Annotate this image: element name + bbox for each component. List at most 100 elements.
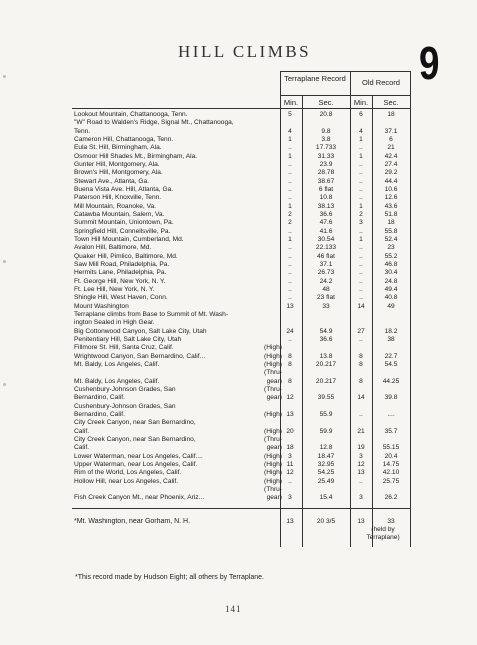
row-old-min: .. bbox=[359, 244, 363, 252]
row-old-min: .. bbox=[359, 269, 363, 277]
row-old-sec: 30.4 bbox=[384, 269, 398, 277]
row-old-sec: 27.4 bbox=[384, 161, 398, 168]
row-terraplane-sec: 28.78 bbox=[317, 169, 335, 177]
row-old-sec: 39.8 bbox=[384, 394, 398, 402]
row-terraplane-min: 1 bbox=[288, 202, 292, 210]
row-terraplane-min: 8 bbox=[288, 360, 292, 368]
row-old-min: .. bbox=[359, 177, 363, 185]
row-old-sec: 38 bbox=[387, 335, 395, 343]
row-name: Lookout Mountain, Chattanooga, Tenn. bbox=[74, 111, 188, 118]
row-terraplane-sec: 38.67 bbox=[317, 177, 335, 185]
row-name: ington Sealed in High Gear. bbox=[74, 319, 155, 327]
row-old-sec: 42.4 bbox=[384, 152, 398, 160]
row-gear: gear) bbox=[266, 494, 282, 502]
row-terraplane-sec: 15.4 bbox=[319, 494, 333, 502]
row-terraplane-sec: 33 bbox=[322, 302, 330, 310]
row-name: "W" Road to Walden's Ridge, Signal Mt., … bbox=[74, 119, 234, 127]
row-old-sec: 18 bbox=[387, 111, 395, 118]
row-name: Catawba Mountain, Salem, Va. bbox=[74, 211, 165, 218]
row-terraplane-sec: 31.33 bbox=[317, 152, 335, 160]
row-terraplane-min: .. bbox=[288, 227, 292, 235]
row-terraplane-sec: 36.6 bbox=[319, 335, 333, 343]
row-name: Bernardino, Calif. bbox=[74, 410, 125, 418]
row-terraplane-min: 12 bbox=[286, 469, 294, 477]
row-terraplane-min: 4 bbox=[288, 127, 292, 135]
row-old-sec: 26.2 bbox=[384, 494, 398, 502]
row-old-min: .. bbox=[359, 477, 363, 485]
row-old-min: 3 bbox=[359, 452, 363, 460]
row-terraplane-min: .. bbox=[288, 177, 292, 185]
row-old-min: .. bbox=[359, 186, 363, 193]
row-gear: (High) bbox=[264, 360, 282, 368]
row-old-sec: 55.8 bbox=[384, 227, 398, 235]
row-terraplane-min: .. bbox=[288, 169, 292, 177]
row-old-min: 1 bbox=[359, 235, 363, 243]
row-old-sec: .... bbox=[387, 410, 395, 418]
row-name: Mt. Baldy, Los Angeles, Calif. bbox=[74, 360, 160, 368]
row-gear: (Thru- bbox=[264, 385, 282, 393]
row-name: Summit Mountain, Uniontown, Pa. bbox=[74, 219, 174, 227]
row-name: Big Cottonwood Canyon, Salt Lake City, U… bbox=[74, 327, 207, 335]
row-name: Mill Mountain, Roanoke, Va. bbox=[74, 202, 156, 210]
header-old-min: Min. bbox=[353, 98, 369, 107]
header-terraplane-sec: Sec. bbox=[318, 98, 334, 107]
row-old-min: 6 bbox=[359, 111, 363, 118]
row-name: City Creek Canyon, near San Bernardino, bbox=[74, 435, 196, 443]
row-name: Buena Vista Ave. Hill, Atlanta, Ga. bbox=[74, 186, 174, 193]
row-name: Ft. Lee Hill, New York, N. Y. bbox=[74, 285, 155, 293]
final-row-osec: 33 bbox=[387, 518, 395, 525]
row-old-sec: 18.2 bbox=[384, 327, 398, 335]
final-row-note2: Terraplane) bbox=[366, 534, 400, 541]
row-terraplane-min: 1 bbox=[288, 235, 292, 243]
row-old-sec: 55.15 bbox=[382, 444, 400, 452]
row-terraplane-min: 8 bbox=[288, 352, 292, 360]
row-gear: (High) bbox=[264, 460, 282, 468]
row-terraplane-min: 2 bbox=[288, 211, 292, 218]
row-name: Fish Creek Canyon Mt., near Phoenix, Ari… bbox=[74, 494, 205, 502]
row-terraplane-sec: 32.95 bbox=[317, 460, 335, 468]
row-old-min: 19 bbox=[357, 444, 365, 452]
row-terraplane-min: 13 bbox=[286, 410, 294, 418]
row-terraplane-sec: 22.133 bbox=[315, 244, 337, 252]
row-name: Bernardino, Calif. bbox=[74, 394, 125, 402]
row-terraplane-sec: 41.6 bbox=[319, 227, 333, 235]
row-name: Springfield Hill, Connellsville, Pa. bbox=[74, 227, 171, 235]
row-old-min: .. bbox=[359, 294, 363, 302]
row-gear: (High) bbox=[264, 352, 282, 360]
row-name: Hermits Lane, Philadelphia, Pa. bbox=[74, 269, 167, 277]
row-old-sec: 49 bbox=[387, 302, 395, 310]
row-terraplane-min: .. bbox=[288, 186, 292, 193]
row-old-sec: 51.8 bbox=[384, 211, 398, 218]
row-old-sec: 6 bbox=[389, 136, 393, 143]
row-old-sec: 37.1 bbox=[384, 127, 398, 135]
row-name: Quaker Hill, Pimlico, Baltimore, Md. bbox=[74, 252, 178, 260]
header-terraplane-record: Terraplane Record bbox=[284, 74, 346, 83]
row-terraplane-sec: 13.8 bbox=[319, 352, 333, 360]
row-terraplane-sec: 18.47 bbox=[317, 452, 335, 460]
row-terraplane-sec: 30.54 bbox=[317, 235, 335, 243]
row-terraplane-sec: 9.8 bbox=[321, 127, 331, 135]
final-row-tmin: 13 bbox=[286, 518, 294, 525]
row-name: Paterson Hill, Knoxville, Tenn. bbox=[74, 194, 162, 202]
row-old-min: .. bbox=[359, 169, 363, 177]
row-gear: (High) bbox=[264, 410, 282, 418]
row-terraplane-min: 24 bbox=[286, 327, 294, 335]
row-old-min: .. bbox=[359, 161, 363, 168]
row-old-min: 1 bbox=[359, 152, 363, 160]
row-old-min: .. bbox=[359, 285, 363, 293]
row-old-min: 12 bbox=[357, 460, 365, 468]
row-name: Calif. bbox=[74, 444, 90, 452]
row-name: Lower Waterman, near Los Angeles, Calif.… bbox=[74, 452, 203, 460]
row-terraplane-sec: 37.1 bbox=[319, 260, 333, 268]
row-terraplane-min: 11 bbox=[286, 460, 294, 468]
row-terraplane-sec: 20.8 bbox=[319, 111, 333, 118]
row-name: Cushenbury-Johnson Grades, San bbox=[74, 385, 176, 393]
header-old-record: Old Record bbox=[362, 78, 400, 87]
row-name: Brown's Hill, Montgomery, Ala. bbox=[74, 169, 163, 177]
row-old-sec: 43.6 bbox=[384, 202, 398, 210]
margin-mark bbox=[3, 260, 6, 263]
row-name: Cushenbury-Johnson Grades, San bbox=[74, 402, 176, 410]
row-old-min: 3 bbox=[359, 494, 363, 502]
row-gear: (High) bbox=[264, 477, 282, 485]
row-name: Wrightwood Canyon, San Bernardino, Calif… bbox=[74, 352, 206, 360]
